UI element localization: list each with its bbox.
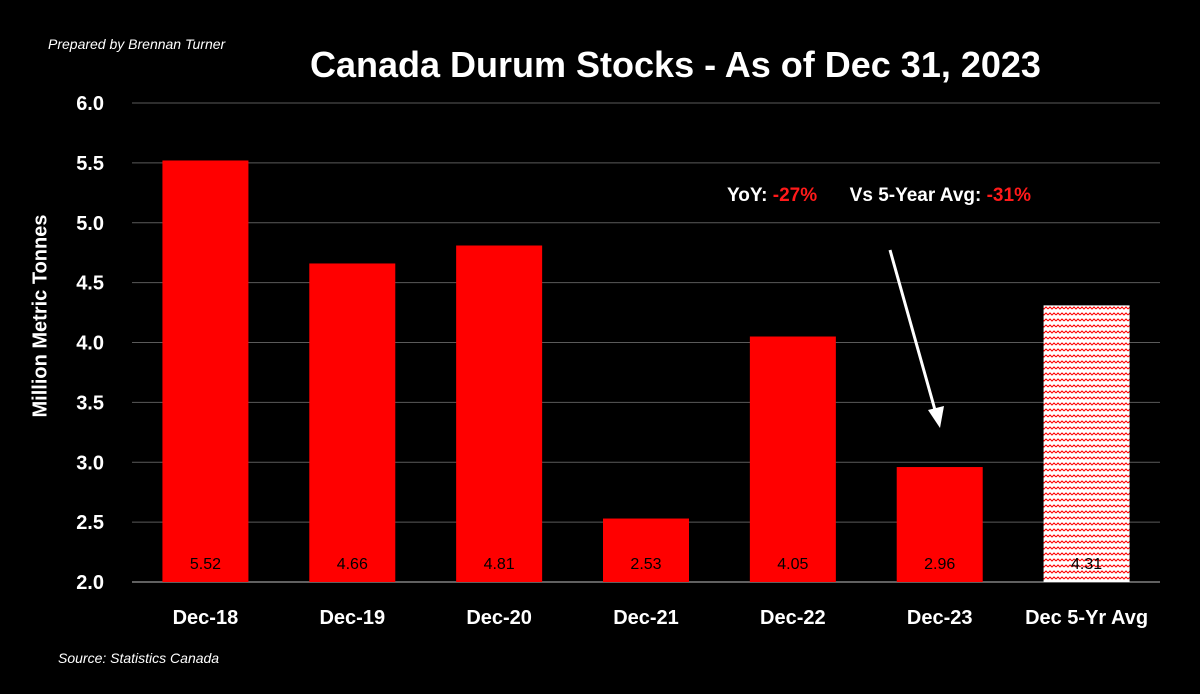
bar: [1043, 305, 1130, 582]
bar: [162, 160, 249, 583]
annotation-arrow: [888, 249, 944, 428]
x-tick-label: Dec-21: [613, 607, 679, 629]
y-tick-label: 5.5: [76, 153, 104, 175]
y-tick-label: 2.0: [76, 572, 104, 594]
x-tick-label: Dec-22: [760, 607, 826, 629]
data-label: 2.53: [630, 556, 661, 573]
y-tick-label: 3.0: [76, 452, 104, 474]
chart-title: Canada Durum Stocks - As of Dec 31, 2023: [310, 44, 1041, 85]
y-tick-label: 4.5: [76, 273, 104, 295]
x-tick-label: Dec 5-Yr Avg: [1025, 607, 1148, 629]
data-label: 4.81: [484, 556, 515, 573]
bar: [456, 245, 543, 582]
x-tick-label: Dec-20: [466, 607, 532, 629]
x-axis-labels: Dec-18 Dec-19 Dec-20 Dec-21 Dec-22 Dec-23 Dec …: [173, 607, 1148, 629]
bar: [309, 263, 396, 582]
bar: [603, 518, 689, 582]
yoy-label: YoY:: [727, 185, 768, 206]
change-annotation: YoY: -27% Vs 5-Year Avg: -31%: [727, 185, 1031, 207]
gridlines: [132, 102, 1160, 583]
data-label: 4.66: [337, 556, 368, 573]
data-label: 5.52: [190, 556, 221, 573]
bar: [749, 336, 836, 582]
y-axis-label: Million Metric Tonnes: [29, 214, 52, 418]
source-text: Source: Statistics Canada: [58, 650, 220, 666]
yoy-value: -27%: [772, 185, 818, 206]
y-axis-ticks: 2.0 2.5 3.0 3.5 4.0 4.5 5.0 5.5 6.0: [76, 93, 104, 594]
y-tick-label: 5.0: [76, 213, 104, 235]
data-label: 2.96: [924, 556, 955, 573]
avg-label: Vs 5-Year Avg:: [849, 185, 982, 206]
bars: 5.52 4.66 4.81 2.53 4.05 2.96 4.31: [162, 160, 1130, 583]
x-tick-label: Dec-18: [173, 607, 239, 629]
data-label: 4.05: [777, 556, 808, 573]
y-tick-label: 2.5: [76, 512, 104, 534]
data-label: 4.31: [1071, 556, 1102, 573]
avg-value: -31%: [986, 185, 1031, 206]
y-tick-label: 6.0: [76, 93, 104, 115]
x-tick-label: Dec-19: [319, 607, 385, 629]
x-tick-label: Dec-23: [907, 607, 973, 629]
bar: [896, 467, 983, 582]
y-tick-label: 4.0: [76, 333, 104, 355]
credit-text: Prepared by Brennan Turner: [48, 36, 226, 52]
y-tick-label: 3.5: [76, 392, 104, 414]
